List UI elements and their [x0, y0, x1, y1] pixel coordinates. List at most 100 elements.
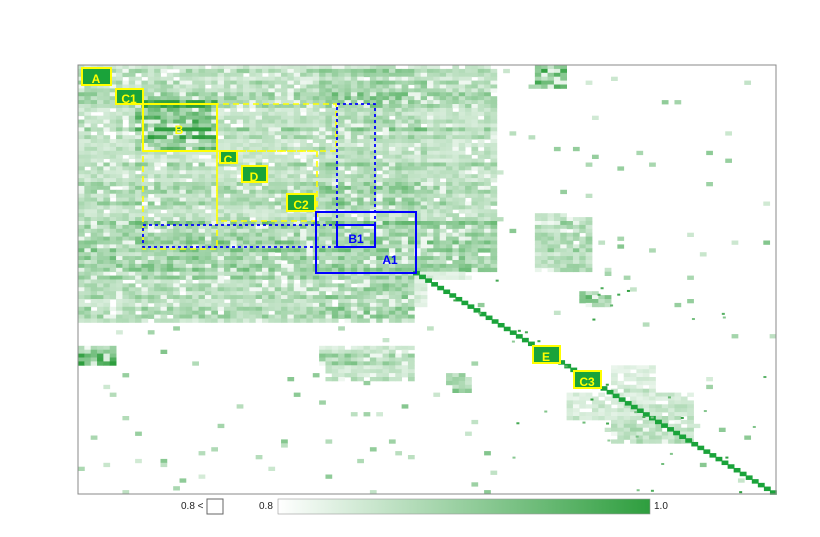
heatmap-cell	[427, 92, 434, 97]
heatmap-cell	[274, 104, 282, 109]
heatmap-cell	[312, 174, 320, 179]
heatmap-cell	[109, 65, 117, 70]
heatmap-cell	[452, 201, 460, 206]
heatmap-cell	[363, 80, 371, 85]
heatmap-cell	[103, 221, 111, 226]
heatmap-cell	[268, 72, 276, 78]
heatmap-cell	[179, 275, 187, 280]
heatmap-cell	[420, 271, 428, 276]
heatmap-cell	[458, 115, 466, 120]
heatmap-cell	[306, 146, 314, 152]
heatmap-cell	[495, 279, 499, 282]
heatmap-cell	[103, 236, 111, 241]
heatmap-cell	[147, 100, 155, 105]
heatmap-cell	[579, 260, 587, 265]
heatmap-cell	[109, 154, 117, 159]
heatmap-cell	[344, 260, 352, 265]
heatmap-cell	[90, 295, 98, 300]
heatmap-cell	[357, 166, 364, 171]
heatmap-cell	[439, 96, 447, 101]
heatmap-cell	[198, 314, 206, 319]
heatmap-cell	[90, 221, 98, 226]
heatmap-cell	[255, 209, 263, 214]
heatmap-cell	[274, 263, 282, 269]
heatmap-cell	[511, 340, 515, 343]
heatmap-cell	[477, 92, 485, 97]
heatmap-cell	[433, 193, 441, 198]
heatmap-cell	[350, 178, 358, 183]
heatmap-cell	[154, 291, 161, 296]
heatmap-cell	[204, 96, 212, 101]
heatmap-cell	[300, 65, 307, 70]
heatmap-cell	[274, 299, 282, 304]
heatmap-cell	[382, 205, 390, 210]
heatmap-cell	[484, 182, 491, 187]
heatmap-cell	[97, 271, 104, 276]
heatmap-cell	[477, 88, 485, 93]
heatmap-cell	[198, 236, 206, 241]
heatmap-cell	[338, 369, 345, 374]
heatmap-cell	[642, 322, 650, 327]
heatmap-cell	[192, 119, 199, 124]
heatmap-cell	[166, 240, 174, 245]
heatmap-cell	[357, 275, 364, 280]
heatmap-cell	[350, 80, 358, 85]
heatmap-cell	[198, 88, 206, 93]
diagonal-cell	[461, 300, 469, 306]
heatmap-cell	[427, 158, 434, 163]
heatmap-cell	[211, 291, 218, 296]
heatmap-cell	[135, 306, 142, 312]
heatmap-cell	[306, 111, 314, 117]
heatmap-cell	[490, 131, 498, 136]
heatmap-cell	[388, 267, 396, 273]
heatmap-cell	[635, 435, 639, 438]
heatmap-cell	[363, 154, 371, 159]
heatmap-cell	[192, 236, 199, 241]
heatmap-cell	[236, 139, 244, 144]
heatmap-cell	[369, 189, 377, 195]
heatmap-cell	[325, 178, 333, 183]
heatmap-cell	[185, 228, 193, 234]
heatmap-cell	[198, 68, 206, 74]
heatmap-cell	[173, 119, 180, 124]
diagonal-cell	[618, 397, 626, 402]
heatmap-cell	[566, 404, 574, 409]
heatmap-cell	[661, 419, 669, 425]
heatmap-cell	[236, 205, 244, 210]
heatmap-cell	[414, 166, 422, 171]
heatmap-cell	[173, 306, 180, 312]
heatmap-cell	[236, 209, 244, 214]
heatmap-cell	[147, 174, 155, 179]
heatmap-cell	[287, 150, 295, 156]
heatmap-cell	[407, 236, 415, 241]
heatmap-cell	[217, 302, 225, 308]
heatmap-cell	[401, 221, 409, 226]
heatmap-cell	[363, 201, 371, 206]
heatmap-cell	[452, 100, 460, 105]
heatmap-cell	[350, 166, 358, 171]
heatmap-cell	[128, 224, 136, 230]
heatmap-cell	[585, 267, 593, 273]
heatmap-cell	[414, 287, 422, 292]
heatmap-cell	[109, 111, 117, 117]
heatmap-cell	[344, 154, 352, 159]
heatmap-cell	[281, 209, 288, 214]
heatmap-cell	[154, 104, 161, 109]
heatmap-cell	[446, 185, 453, 191]
heatmap-cell	[331, 224, 339, 230]
heatmap-cell	[274, 178, 282, 183]
heatmap-cell	[649, 412, 656, 417]
heatmap-cell	[306, 170, 314, 175]
heatmap-cell	[610, 304, 614, 307]
heatmap-cell	[446, 88, 453, 93]
heatmap-cell	[287, 100, 295, 105]
heatmap-cell	[350, 123, 358, 128]
heatmap-cell	[122, 217, 130, 222]
heatmap-cell	[249, 240, 257, 245]
heatmap-cell	[116, 252, 123, 257]
heatmap-cell	[287, 377, 295, 382]
heatmap-cell	[477, 84, 485, 89]
heatmap-cell	[287, 310, 295, 315]
heatmap-cell	[319, 299, 326, 304]
heatmap-cell	[357, 150, 364, 156]
